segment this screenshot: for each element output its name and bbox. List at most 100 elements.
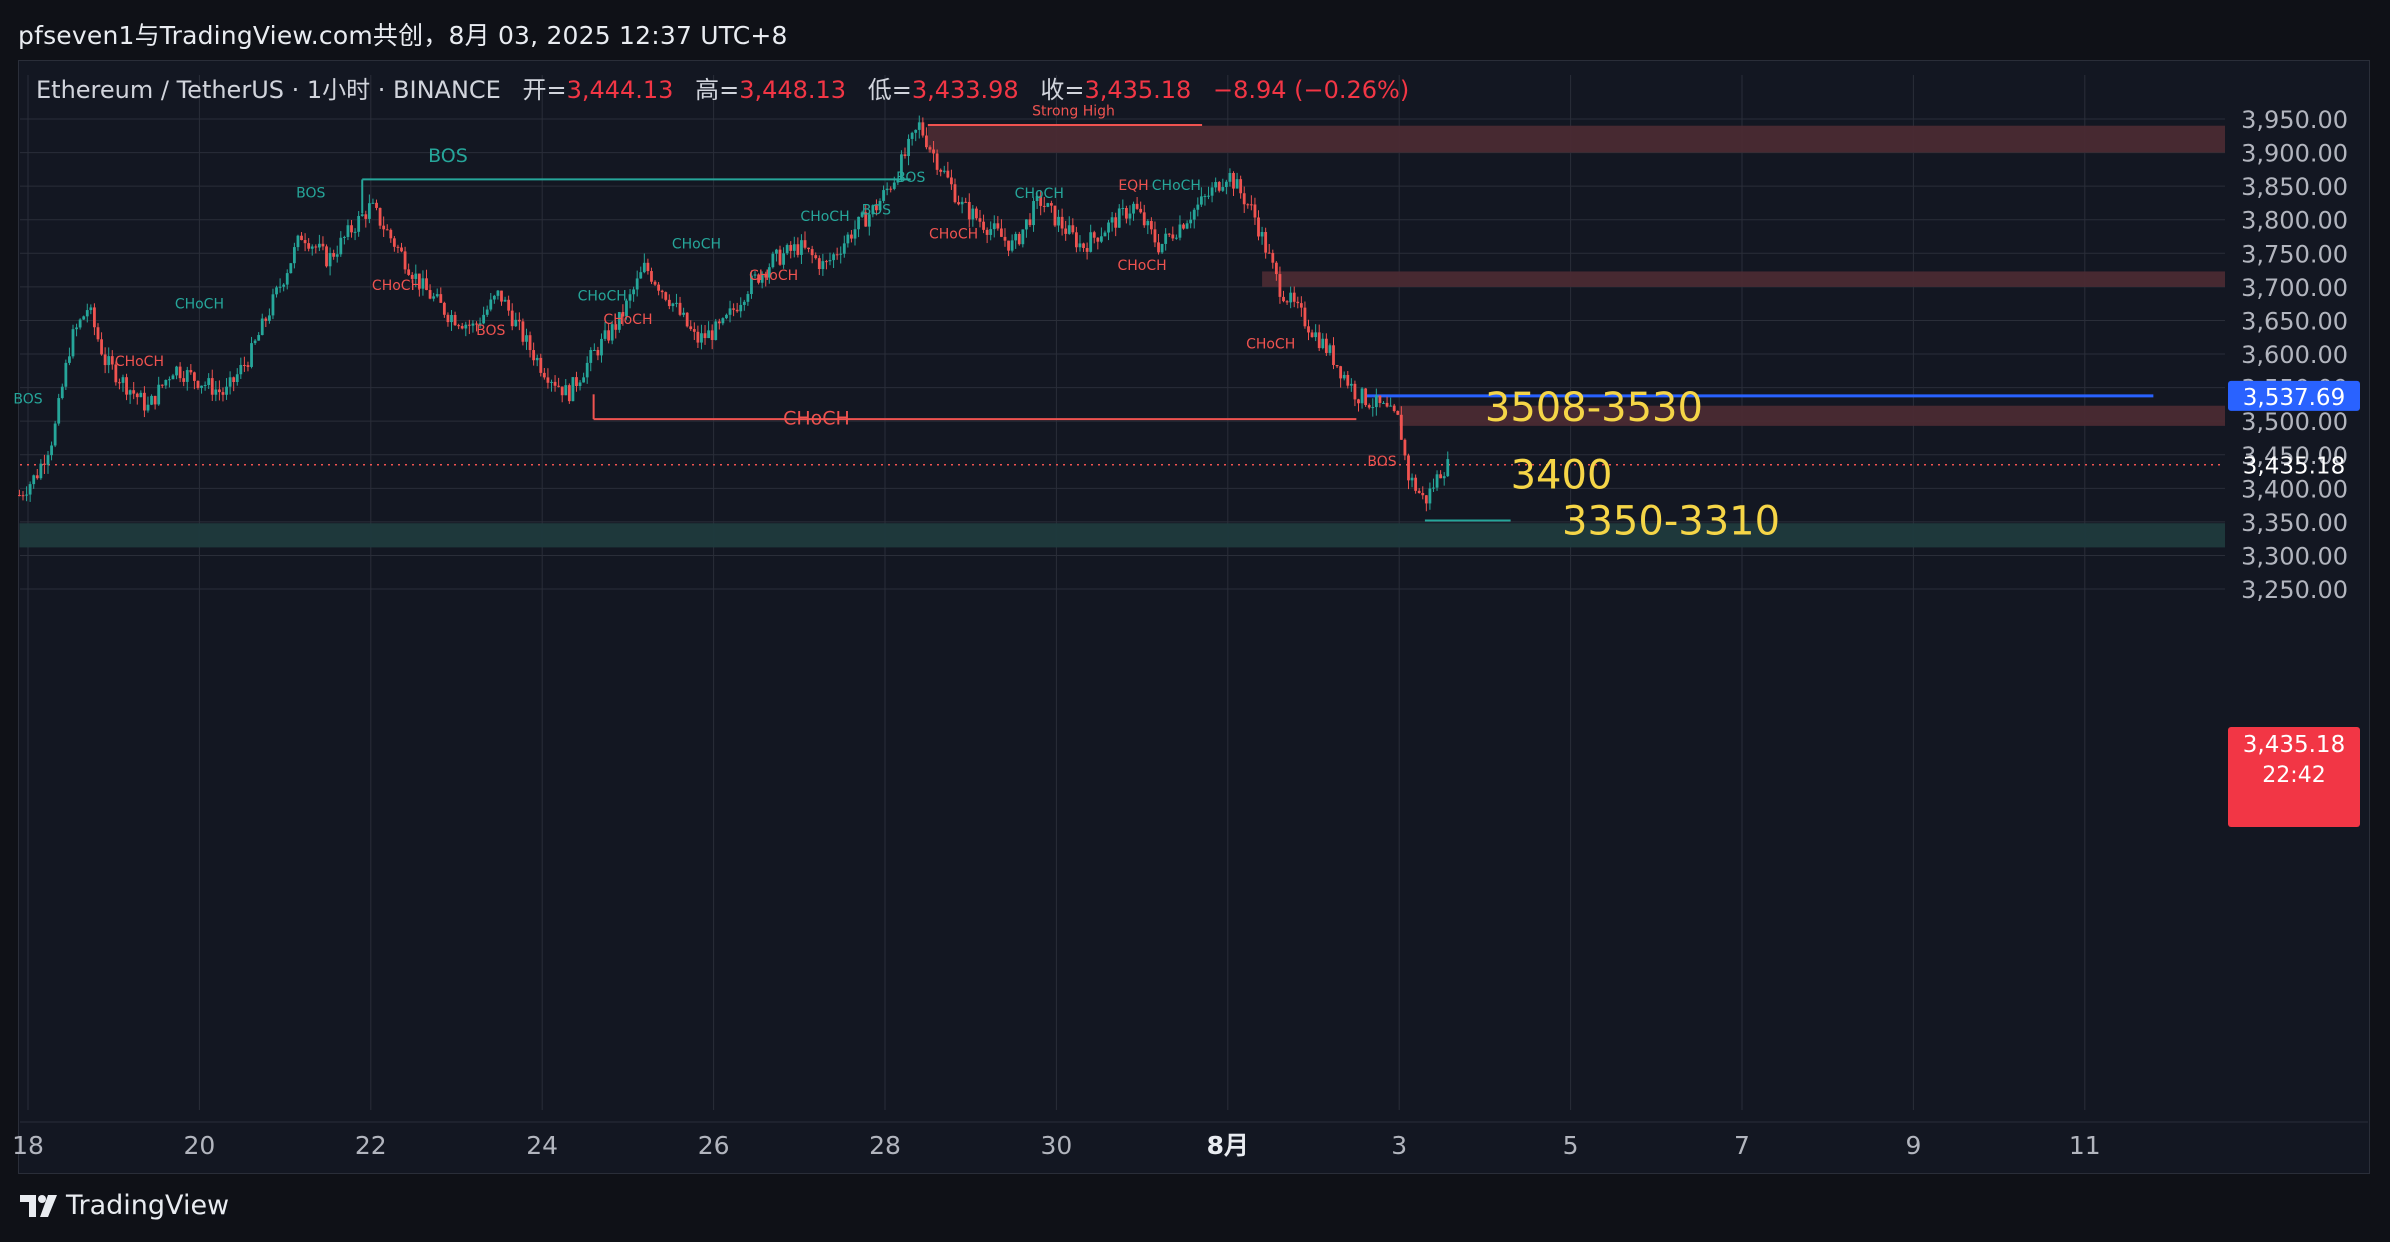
candle-body [778, 249, 782, 265]
candle-body [35, 475, 39, 479]
candle-body [910, 132, 914, 139]
open-label: 开= [522, 76, 567, 104]
candle-body [1324, 338, 1328, 353]
candle-body [1285, 301, 1289, 303]
candle-body [1353, 383, 1357, 400]
candle-body [978, 218, 982, 222]
candle-body [1417, 490, 1421, 494]
candle-body [1078, 243, 1082, 248]
candle-body [889, 188, 893, 190]
y-axis-tick-label: 3,300.00 [2241, 542, 2348, 570]
structure-label: CHoCH [1015, 186, 1064, 202]
candle-body [857, 216, 860, 230]
candle-body [93, 307, 96, 328]
structure-label: EQH [1118, 178, 1148, 194]
candle-body [68, 356, 71, 363]
author-line: pfseven1与TradingView.com共创，8月 03, 2025 1… [18, 21, 788, 50]
candle-body [182, 378, 186, 382]
candle-body [1160, 243, 1164, 253]
candle-body [207, 378, 211, 386]
structure-label: CHoCH [372, 278, 421, 294]
candle-body [1000, 228, 1003, 237]
candle-body [1228, 173, 1232, 182]
candle-body [814, 255, 818, 259]
candle-body [853, 229, 857, 239]
candle-body [707, 330, 711, 339]
candle-body [796, 244, 800, 255]
candle-body [1182, 224, 1185, 229]
candle-body [782, 253, 785, 265]
candle-body [721, 318, 725, 324]
candle-body [1392, 405, 1396, 411]
last-price-badge [2228, 727, 2360, 827]
y-axis-tick-label: 3,900.00 [2241, 140, 2348, 168]
candle-body [739, 304, 743, 312]
candle-body [239, 364, 243, 375]
candle-body [417, 273, 421, 289]
candle-body [400, 247, 403, 252]
candle-body [728, 308, 732, 315]
candle-body [110, 356, 114, 365]
candle-body [664, 292, 668, 300]
candle-body [1099, 236, 1103, 242]
candle-body [1074, 232, 1078, 248]
candle-body [907, 138, 910, 157]
close-value: 3,435.18 [1084, 76, 1192, 104]
candle-body [996, 223, 1000, 229]
candle-body [735, 309, 739, 312]
candle-body [610, 324, 614, 341]
candle-body [760, 273, 764, 283]
candle-body [157, 384, 161, 405]
x-axis-tick-label: 24 [526, 1131, 558, 1160]
x-axis-tick-label: 26 [698, 1131, 730, 1160]
candle-body [1103, 232, 1107, 237]
candle-body [1242, 193, 1246, 205]
x-axis-tick-label: 5 [1563, 1131, 1579, 1160]
candle-body [39, 463, 43, 479]
candle-body [128, 390, 132, 395]
candle-body [946, 170, 950, 178]
candle-body [1407, 455, 1410, 481]
candle-body [100, 339, 103, 355]
candle-body [403, 251, 407, 270]
candle-body [1214, 182, 1218, 188]
candle-body [732, 308, 735, 310]
candle-body [85, 310, 89, 317]
candle-body [1057, 216, 1060, 226]
candle-body [692, 329, 696, 332]
low-label: 低= [867, 76, 912, 104]
candle-body [614, 324, 618, 330]
candle-body [560, 386, 564, 396]
candle-body [1149, 221, 1153, 230]
y-axis-tick-label: 3,850.00 [2241, 173, 2348, 201]
structure-label: CHoCH [800, 209, 849, 225]
candle-body [985, 229, 989, 235]
marked-price-badge [2228, 380, 2360, 411]
chart-frame[interactable] [18, 60, 2370, 1174]
candle-body [1092, 232, 1096, 238]
candle-body [253, 340, 257, 344]
candle-body [982, 221, 985, 230]
candle-body [867, 214, 871, 227]
candle-body [971, 208, 975, 220]
tradingview-logo-icon [20, 1194, 57, 1217]
candle-body [525, 335, 528, 342]
candle-body [764, 273, 768, 278]
candle-body [746, 294, 750, 302]
candle-body [178, 366, 182, 379]
candle-body [200, 385, 203, 388]
candle-body [960, 201, 964, 205]
candle-body [275, 287, 278, 295]
candle-body [1235, 179, 1239, 189]
candle-body [1164, 233, 1168, 244]
candle-body [717, 321, 721, 324]
candle-body [807, 247, 810, 250]
candle-body [50, 445, 53, 456]
candle-body [671, 303, 675, 307]
candle-body [1239, 179, 1243, 194]
candle-body [118, 382, 121, 384]
candle-body [564, 385, 568, 396]
candle-body [32, 475, 36, 485]
candle-body [860, 212, 864, 217]
